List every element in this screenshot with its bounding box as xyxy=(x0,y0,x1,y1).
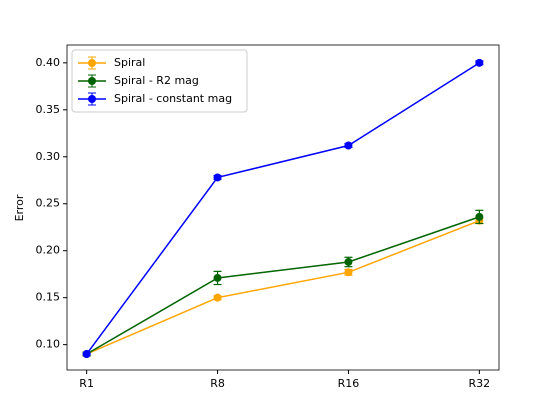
point xyxy=(344,268,353,277)
legend-marker xyxy=(88,95,96,103)
point xyxy=(213,173,222,182)
point xyxy=(344,141,353,150)
point xyxy=(475,212,484,221)
x-tick-label: R32 xyxy=(469,377,491,390)
plot-frame xyxy=(66,44,500,371)
series-line xyxy=(86,62,480,355)
y-tick-label: 0.30 xyxy=(36,150,61,163)
y-tick-label: 0.10 xyxy=(36,338,61,351)
point xyxy=(213,273,222,282)
x-tick-label: R1 xyxy=(79,377,94,390)
legend-label: Spiral - constant mag xyxy=(114,92,232,105)
point xyxy=(475,58,484,67)
legend-marker xyxy=(88,59,96,67)
legend-label: Spiral xyxy=(114,56,145,69)
y-tick-label: 0.20 xyxy=(36,244,61,257)
series-line xyxy=(86,219,480,355)
y-tick-label: 0.15 xyxy=(36,291,61,304)
series-line xyxy=(86,216,480,355)
y-tick-label: 0.40 xyxy=(36,56,61,69)
y-axis-label: Error xyxy=(13,194,26,221)
y-tick-label: 0.35 xyxy=(36,103,61,116)
point xyxy=(213,293,222,302)
y-tick-label: 0.25 xyxy=(36,197,61,210)
point xyxy=(344,257,353,266)
legend-label: Spiral - R2 mag xyxy=(114,74,199,87)
x-tick-label: R8 xyxy=(210,377,225,390)
legend-marker xyxy=(88,77,96,85)
point xyxy=(82,350,91,359)
legend-box xyxy=(71,49,248,113)
x-tick-label: R16 xyxy=(338,377,360,390)
